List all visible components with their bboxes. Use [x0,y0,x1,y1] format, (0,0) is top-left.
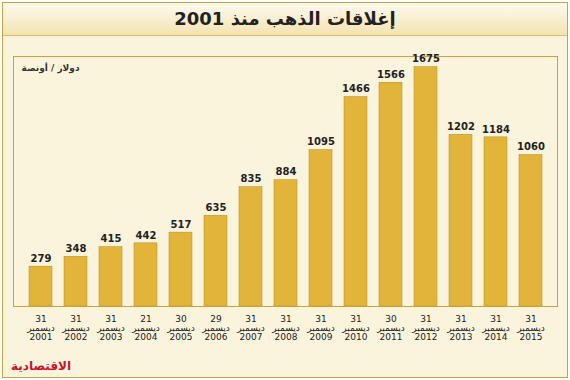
svg-text:31ديسمبر2007: 31ديسمبر2007 [236,314,264,342]
svg-text:279: 279 [31,253,52,264]
svg-text:635: 635 [206,202,227,213]
svg-text:1202: 1202 [447,121,475,132]
svg-text:31ديسمبر2009: 31ديسمبر2009 [306,314,334,342]
svg-text:1466: 1466 [342,83,370,94]
svg-text:31ديسمبر2008: 31ديسمبر2008 [271,314,299,342]
svg-text:1184: 1184 [482,124,510,135]
svg-text:1566: 1566 [377,69,405,80]
svg-text:517: 517 [171,219,192,230]
svg-text:31ديسمبر2010: 31ديسمبر2010 [341,314,369,342]
svg-text:884: 884 [276,166,297,177]
svg-text:415: 415 [101,233,122,244]
svg-text:31ديسمبر2012: 31ديسمبر2012 [411,314,439,342]
svg-text:31ديسمبر2013: 31ديسمبر2013 [446,314,474,342]
svg-text:31ديسمبر2014: 31ديسمبر2014 [481,314,509,342]
html-text:الاقتصادية: الاقتصادية [11,359,72,373]
svg-text:31ديسمبر2003: 31ديسمبر2003 [96,314,124,342]
svg-text:1095: 1095 [307,136,335,147]
svg-text:348: 348 [66,243,87,254]
svg-text:31ديسمبر2015: 31ديسمبر2015 [516,314,544,342]
svg-text:442: 442 [136,230,157,241]
svg-text:30ديسمبر2005: 30ديسمبر2005 [166,314,194,342]
svg-text:دولار / أونصة: دولار / أونصة [22,62,80,74]
html-text:إغلاقات الذهب منذ 2001: إغلاقات الذهب منذ 2001 [174,8,396,29]
svg-text:29ديسمبر2006: 29ديسمبر2006 [201,314,229,342]
svg-text:1675: 1675 [412,53,440,64]
svg-text:1060: 1060 [517,141,545,152]
svg-text:31ديسمبر2001: 31ديسمبر2001 [26,314,54,342]
svg-text:31ديسمبر2002: 31ديسمبر2002 [61,314,89,342]
svg-text:30ديسمبر2011: 30ديسمبر2011 [376,314,404,342]
svg-text:21ديسمبر2004: 21ديسمبر2004 [131,314,159,342]
svg-text:835: 835 [241,173,262,184]
